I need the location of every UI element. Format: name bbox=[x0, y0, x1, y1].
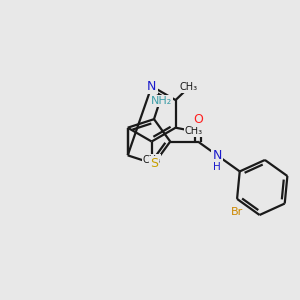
Text: N: N bbox=[147, 80, 156, 93]
Text: O: O bbox=[193, 113, 203, 126]
Text: CH₃: CH₃ bbox=[142, 155, 161, 165]
Text: NH₂: NH₂ bbox=[151, 96, 172, 106]
Text: CH₃: CH₃ bbox=[184, 126, 203, 136]
Text: Br: Br bbox=[231, 207, 243, 217]
Text: S: S bbox=[150, 158, 158, 170]
Text: N: N bbox=[212, 149, 222, 162]
Text: H: H bbox=[213, 162, 221, 172]
Text: CH₃: CH₃ bbox=[180, 82, 198, 92]
